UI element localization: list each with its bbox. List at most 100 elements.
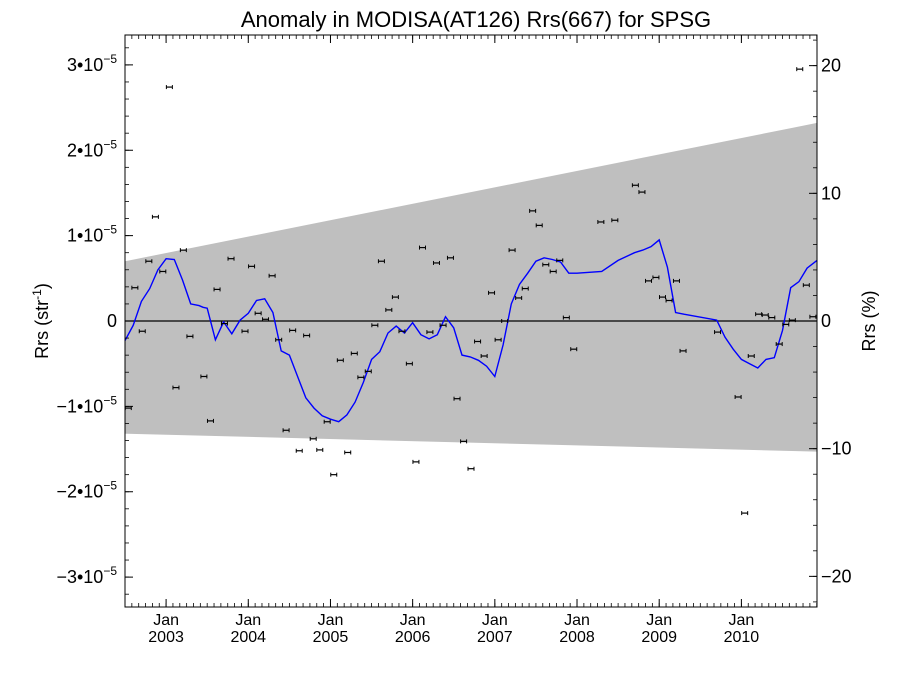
data-point bbox=[556, 258, 564, 263]
data-point bbox=[535, 223, 543, 228]
data-point bbox=[788, 318, 796, 323]
smoothed-line bbox=[124, 238, 818, 423]
left-tick-label: 0 bbox=[107, 311, 117, 331]
data-point bbox=[562, 315, 570, 320]
data-point bbox=[515, 295, 523, 300]
chart-title: Anomaly in MODISA(AT126) Rrs(667) for SP… bbox=[241, 7, 711, 32]
left-tick-label: 3•10−5 bbox=[67, 52, 117, 75]
data-point bbox=[303, 333, 311, 338]
data-point bbox=[350, 351, 358, 356]
data-point bbox=[309, 436, 317, 441]
confidence-band bbox=[125, 122, 817, 452]
data-point bbox=[658, 295, 666, 300]
smoothed-series bbox=[124, 238, 818, 423]
data-point bbox=[377, 259, 385, 264]
data-point bbox=[151, 214, 159, 219]
data-point bbox=[282, 428, 290, 433]
data-point bbox=[289, 328, 297, 333]
data-point bbox=[679, 348, 687, 353]
x-tick-month-label: Jan bbox=[400, 612, 426, 629]
x-tick-month-label: Jan bbox=[153, 612, 179, 629]
data-point bbox=[426, 330, 434, 335]
data-point bbox=[761, 313, 769, 318]
x-tick-month-label: Jan bbox=[318, 612, 344, 629]
left-tick-label: −1•10−5 bbox=[56, 393, 117, 416]
right-tick-label: 10 bbox=[821, 183, 841, 203]
right-tick-label: −20 bbox=[821, 566, 852, 586]
x-tick-year-label: 2010 bbox=[724, 629, 760, 646]
data-points bbox=[124, 67, 817, 516]
data-point bbox=[357, 375, 365, 380]
x-tick-year-label: 2008 bbox=[559, 629, 595, 646]
data-point bbox=[652, 275, 660, 280]
data-point bbox=[179, 248, 187, 253]
y-axis-left-label: Rrs (str-1) bbox=[30, 283, 52, 359]
data-point bbox=[172, 385, 180, 390]
left-axis: 3•10−5 2•10−5 1•10−5 0 −1•10−5 −2•10−5 −3•10−5 bbox=[56, 47, 133, 595]
data-point bbox=[398, 329, 406, 334]
data-point bbox=[453, 396, 461, 401]
data-point bbox=[159, 269, 167, 274]
data-point bbox=[268, 273, 276, 278]
data-point bbox=[542, 262, 550, 267]
data-point bbox=[412, 459, 420, 464]
data-point bbox=[570, 347, 578, 352]
data-point bbox=[480, 354, 488, 359]
x-tick-month-label: Jan bbox=[646, 612, 672, 629]
data-point bbox=[275, 337, 283, 342]
data-point bbox=[145, 259, 153, 264]
data-point bbox=[391, 295, 399, 300]
data-point bbox=[213, 287, 221, 292]
data-point bbox=[419, 245, 427, 250]
data-point bbox=[460, 439, 468, 444]
x-tick-year-label: 2006 bbox=[395, 629, 431, 646]
left-tick-label: −3•10−5 bbox=[56, 564, 117, 587]
data-point bbox=[254, 311, 262, 316]
x-tick-year-label: 2009 bbox=[641, 629, 677, 646]
data-point bbox=[672, 278, 680, 283]
right-tick-label: 20 bbox=[821, 56, 841, 76]
data-point bbox=[755, 312, 763, 317]
x-tick-year-label: 2005 bbox=[313, 629, 349, 646]
data-point bbox=[597, 219, 605, 224]
data-point bbox=[467, 466, 475, 471]
x-tick-month-label: Jan bbox=[564, 612, 590, 629]
x-tick-year-label: 2007 bbox=[477, 629, 513, 646]
right-tick-label: −10 bbox=[821, 439, 852, 459]
data-point bbox=[220, 321, 228, 326]
data-point bbox=[227, 256, 235, 261]
data-point bbox=[529, 208, 537, 213]
data-point bbox=[782, 322, 790, 327]
data-point bbox=[405, 361, 413, 366]
data-point bbox=[295, 448, 303, 453]
data-point bbox=[330, 472, 338, 477]
data-point bbox=[446, 255, 454, 260]
x-axis: Jan2003Jan2004Jan2005Jan2006Jan2007Jan20… bbox=[124, 35, 818, 646]
data-point bbox=[734, 394, 742, 399]
data-point bbox=[241, 329, 249, 334]
data-point bbox=[494, 337, 502, 342]
x-tick-month-label: Jan bbox=[728, 612, 754, 629]
data-point bbox=[316, 447, 324, 452]
x-tick-year-label: 2003 bbox=[148, 629, 184, 646]
data-point bbox=[809, 314, 817, 319]
data-point bbox=[474, 339, 482, 344]
data-point bbox=[802, 283, 810, 288]
data-point bbox=[521, 286, 529, 291]
data-point bbox=[371, 323, 379, 328]
data-point bbox=[165, 85, 173, 90]
left-tick-label: 1•10−5 bbox=[67, 223, 117, 246]
data-point bbox=[186, 334, 194, 339]
data-point bbox=[741, 511, 749, 516]
data-point bbox=[344, 450, 352, 455]
data-point bbox=[439, 323, 447, 328]
data-point bbox=[385, 307, 393, 312]
data-point bbox=[611, 218, 619, 223]
data-point bbox=[638, 190, 646, 195]
data-point bbox=[200, 374, 208, 379]
left-tick-label: −2•10−5 bbox=[56, 479, 117, 502]
data-point bbox=[796, 67, 804, 72]
data-point bbox=[714, 330, 722, 335]
data-point bbox=[501, 319, 509, 323]
right-axis: 20 10 0 −10 −20 bbox=[809, 39, 852, 603]
